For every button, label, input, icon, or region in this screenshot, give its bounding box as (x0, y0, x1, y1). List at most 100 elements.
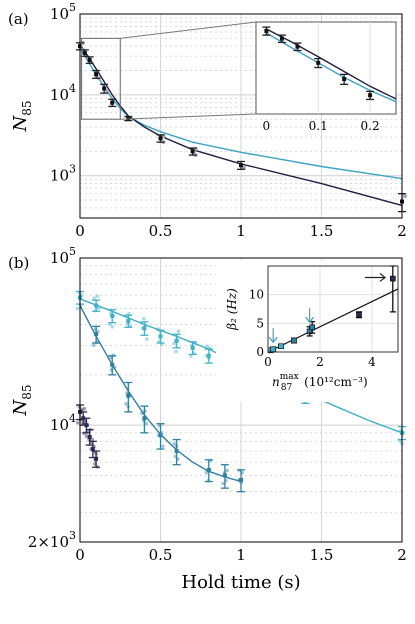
avg-point (158, 334, 163, 339)
shot-point (82, 406, 87, 411)
arrow-icon-head (305, 316, 315, 324)
avg-point (222, 473, 227, 478)
shot-point (84, 434, 89, 438)
y-tick-label: 2×103 (28, 529, 76, 551)
zoom-connector (120, 113, 257, 120)
inset-b-frame (267, 265, 399, 353)
avg-point (90, 447, 95, 452)
inset-x-tick-label: 0 (263, 119, 271, 133)
avg-point (158, 433, 163, 438)
x-tick-label: 2 (397, 546, 407, 564)
shot-point (205, 344, 210, 349)
shot-point (124, 401, 128, 406)
shot-point (95, 294, 100, 298)
shot-point (174, 349, 178, 354)
inset-avg-point (342, 77, 347, 82)
y-tick-label: 104 (50, 412, 76, 434)
x-tick-label: 2 (397, 222, 407, 240)
axes-frame (79, 257, 403, 543)
inset-point (270, 346, 277, 352)
inset-avg-point (368, 93, 373, 98)
avg-point (110, 313, 115, 318)
shot-point (221, 481, 225, 486)
x-tick-label: 1.5 (310, 546, 334, 564)
y-tick-label: 105 (50, 245, 76, 267)
avg-point (94, 456, 99, 461)
shot-point (403, 194, 407, 199)
inset-x-tick-label: 4 (368, 355, 376, 369)
avg-point (142, 416, 147, 421)
avg-point (102, 86, 107, 91)
avg-point (94, 303, 99, 308)
arrow-icon-head (268, 336, 278, 344)
shot-point (90, 437, 95, 442)
avg-point (87, 57, 92, 62)
avg-point (239, 477, 243, 482)
avg-point (174, 449, 179, 454)
avg-point (206, 353, 211, 358)
shot-point (144, 421, 148, 426)
avg-point (87, 434, 92, 439)
shot-point (110, 325, 114, 329)
inset-point (356, 311, 362, 318)
inset-y-tick-label: 0 (256, 345, 264, 359)
x-tick-label: 0.5 (149, 222, 173, 240)
panel-a: (a) 0 0.5 1 1.5 2 103 104 105 N85 0 0.1 0.2 (8, 1, 407, 240)
inset-x-tick-label: 2 (316, 355, 324, 369)
avg-point (82, 50, 87, 55)
inset-avg-point (295, 44, 300, 49)
inset-y-tick-label: 10 (249, 288, 264, 302)
shot-point (75, 421, 80, 425)
x-tick-label: 1.5 (310, 222, 334, 240)
zoom-connector (120, 21, 257, 39)
avg-point (94, 332, 99, 337)
avg-point (190, 345, 195, 350)
avg-point (206, 467, 211, 472)
shot-point (176, 329, 181, 334)
inset-x-axis-label: nmax 87 (10¹²cm⁻³) (272, 372, 368, 393)
zoom-region (81, 37, 121, 120)
avg-point (174, 338, 179, 343)
shot-point (172, 442, 176, 446)
y-tick-label: 105 (50, 1, 76, 23)
x-axis-label: Hold time (s) (181, 572, 300, 593)
avg-point (110, 100, 115, 105)
shot-point (161, 444, 165, 449)
inset-fit-light (266, 32, 397, 103)
inset-avg-point (316, 60, 321, 65)
inset-x-tick-label: 0.2 (361, 119, 380, 133)
x-tick-label: 0 (75, 546, 85, 564)
shot-point (91, 343, 96, 347)
avg-point (158, 136, 163, 141)
shot-point (92, 296, 97, 301)
inset-point (309, 324, 316, 331)
inset-point (278, 343, 284, 350)
inset-fit-line (267, 288, 399, 353)
inset-point (389, 275, 396, 282)
inset-x-tick-label: 0.1 (309, 119, 328, 133)
arrow-icon-head (379, 272, 386, 282)
axes-frame (79, 13, 403, 219)
avg-point (239, 163, 243, 168)
inset-fit-dark (266, 28, 397, 100)
avg-point (126, 318, 131, 323)
y-axis-label: N85 (10, 100, 34, 132)
x-tick-label: 0 (75, 222, 85, 240)
inset-avg-point (264, 28, 269, 33)
inset-y-tick-label: 5 (256, 316, 264, 330)
y-tick-label: 104 (50, 82, 76, 104)
avg-point (84, 423, 89, 428)
shot-point (142, 316, 146, 321)
shot-point (145, 337, 149, 341)
inset-x-tick-label: 0 (264, 355, 272, 369)
panel-label: (a) (8, 10, 29, 28)
shot-point (108, 355, 113, 360)
shot-point (85, 430, 90, 434)
shot-point (225, 468, 230, 473)
inset-y-axis-label: β₂ (Hz) (225, 288, 239, 331)
avg-point (142, 326, 147, 331)
y-axis-label: N85 (10, 384, 34, 416)
avg-point (110, 362, 115, 367)
